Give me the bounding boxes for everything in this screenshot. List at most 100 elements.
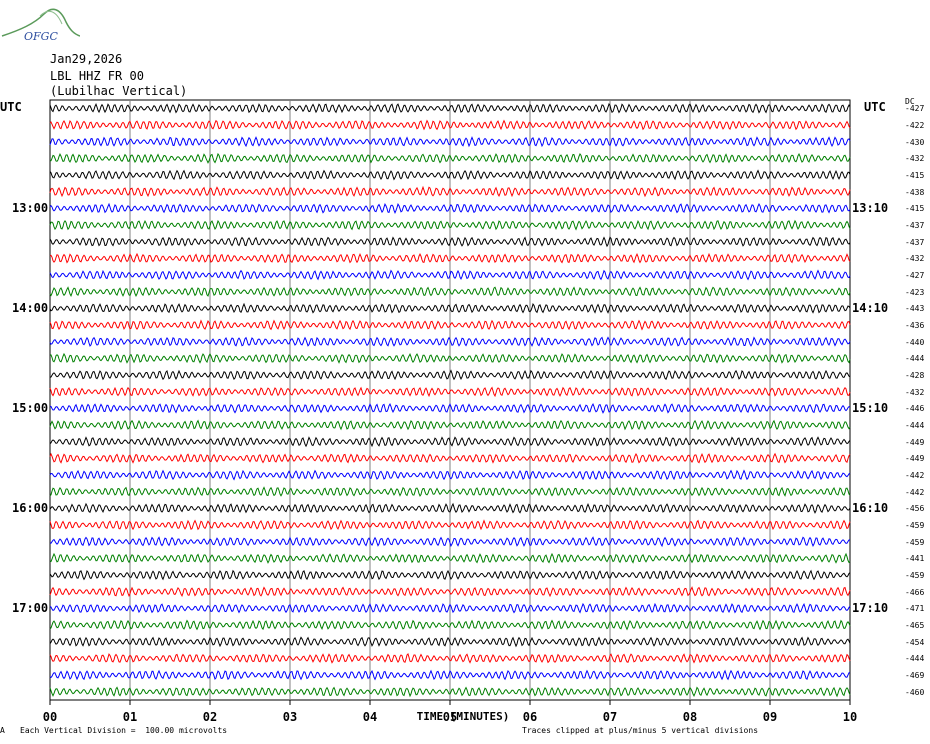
dc-offset-label: -442	[905, 487, 925, 497]
dc-offset-label: -443	[905, 304, 925, 314]
seismic-trace	[49, 386, 851, 398]
seismic-trace	[49, 419, 851, 431]
dc-offset-label: -444	[905, 421, 925, 430]
dc-offset-label: -440	[905, 337, 925, 347]
seismic-trace	[49, 252, 851, 264]
left-time-label: 14:00	[12, 301, 49, 316]
seismic-trace	[49, 686, 851, 698]
utc-right-label: UTC	[864, 100, 886, 114]
left-time-label: 16:00	[12, 501, 49, 516]
seismic-trace	[49, 136, 851, 148]
dc-offset-label: -471	[905, 604, 925, 614]
seismic-trace	[49, 402, 851, 414]
x-tick-label: 10	[842, 710, 858, 724]
dc-offset-label: -442	[905, 471, 925, 480]
seismic-trace	[49, 336, 851, 347]
dc-offset-label: -427	[905, 271, 925, 280]
x-tick-label: 03	[282, 710, 298, 724]
seismic-trace	[49, 469, 851, 481]
seismic-trace	[49, 319, 851, 331]
seismic-trace	[49, 119, 851, 131]
right-time-label: 14:10	[852, 301, 889, 316]
dc-offset-label: -422	[905, 121, 925, 130]
x-tick-label: 02	[202, 710, 218, 724]
seismic-trace	[49, 302, 851, 314]
dc-offset-label: -460	[905, 687, 925, 697]
x-tick-label: 04	[362, 710, 378, 724]
seismic-trace	[49, 536, 851, 548]
right-time-label: 16:10	[852, 501, 889, 516]
left-time-label: 15:00	[12, 401, 49, 416]
svg-text:OFGC: OFGC	[24, 30, 58, 43]
dc-offset-label: -432	[905, 387, 925, 397]
dc-offset-label: -428	[905, 371, 925, 380]
dc-offset-label: -432	[905, 254, 925, 264]
dc-offset-label: -444	[905, 354, 925, 364]
seismic-trace	[49, 236, 851, 248]
dc-offset-label: -437	[905, 237, 925, 247]
date-label: Jan29,2026	[50, 52, 123, 66]
right-time-label: 15:10	[852, 401, 889, 416]
dc-offset-label: -415	[905, 204, 925, 214]
left-time-label: 13:00	[12, 201, 49, 216]
seismic-trace	[50, 352, 851, 364]
x-tick-label: 09	[762, 710, 778, 724]
seismic-trace	[49, 569, 851, 581]
seismic-trace	[49, 519, 851, 531]
x-axis-title: TIME (MINUTES)	[416, 710, 510, 723]
footer-scale: Each Vertical Division = 100.00 microvol…	[20, 726, 228, 735]
seismic-trace	[49, 669, 851, 681]
footer-clip: Traces clipped at plus/minus 5 vertical …	[522, 726, 759, 735]
seismic-trace	[49, 103, 851, 114]
seismic-trace	[49, 202, 851, 214]
station-label: LBL HHZ FR 00	[50, 69, 144, 83]
footer-mark: A	[0, 726, 5, 735]
dc-offset-label: -449	[905, 454, 925, 464]
seismic-trace	[49, 502, 851, 514]
utc-left-label: UTC	[0, 100, 22, 114]
seismic-trace	[49, 286, 851, 298]
dc-offset-label: -427	[905, 104, 925, 114]
x-tick-label: 01	[122, 710, 138, 724]
dc-offset-label: -466	[905, 587, 925, 597]
dc-offset-label: -459	[905, 521, 925, 530]
dc-offset-label: -432	[905, 154, 925, 164]
x-tick-label: 00	[42, 710, 58, 724]
dc-offset-label: -454	[905, 637, 925, 647]
x-tick-label: 08	[682, 710, 698, 724]
x-tick-label: 05	[442, 710, 458, 724]
seismic-trace	[49, 219, 851, 231]
x-tick-label: 07	[602, 710, 618, 724]
dc-offset-label: -423	[905, 287, 925, 297]
dc-offset-label: -436	[905, 321, 925, 330]
seismic-trace	[49, 452, 851, 464]
right-time-label: 17:10	[852, 601, 889, 616]
right-time-label: 13:10	[852, 201, 889, 216]
location-label: (Lubilhac Vertical)	[50, 84, 188, 98]
dc-offset-label: -444	[905, 654, 925, 664]
seismic-trace	[49, 152, 851, 164]
dc-offset-label: -449	[905, 437, 925, 447]
dc-offset-label: -459	[905, 537, 925, 547]
dc-offset-label: -446	[905, 404, 925, 414]
dc-offset-label: -456	[905, 504, 925, 514]
dc-offset-label: -437	[905, 221, 925, 230]
seismic-trace	[49, 369, 851, 381]
dc-offset-label: -438	[905, 187, 925, 197]
dc-offset-label: -430	[905, 137, 925, 147]
seismic-trace	[49, 185, 851, 198]
seismic-trace	[49, 436, 851, 448]
x-tick-label: 06	[522, 710, 538, 724]
dc-offset-label: -459	[905, 571, 925, 580]
seismic-trace	[49, 486, 851, 497]
ofgc-logo: OFGC	[1, 8, 80, 43]
seismic-trace	[49, 552, 851, 564]
seismic-trace	[49, 619, 851, 631]
dc-offset-label: -415	[905, 171, 925, 180]
seismic-trace	[49, 636, 851, 648]
seismic-trace	[49, 269, 851, 281]
dc-offset-label: -469	[905, 671, 925, 680]
dc-offset-label: -441	[905, 554, 925, 564]
dc-label: DC	[905, 97, 915, 106]
